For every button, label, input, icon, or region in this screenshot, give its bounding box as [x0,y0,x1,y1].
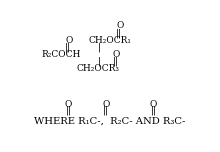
Text: |: | [97,57,100,66]
Text: CH₂OCR₁: CH₂OCR₁ [89,36,132,45]
Text: WHERE R₁C-,  R₂C- AND R₃C-: WHERE R₁C-, R₂C- AND R₃C- [34,117,186,126]
Text: ||: || [116,28,122,38]
Text: O: O [116,21,124,30]
Text: O: O [113,50,120,59]
Text: ||: || [103,105,109,115]
Text: R₂COCH: R₂COCH [41,50,81,59]
Text: O: O [65,36,72,45]
Text: ||: || [65,43,71,52]
Text: ||: || [113,57,119,66]
Text: O: O [102,100,110,109]
Text: O: O [150,100,157,109]
Text: ||: || [151,105,157,115]
Text: O: O [65,100,72,109]
Text: CH₂OCR₃: CH₂OCR₃ [77,64,120,73]
Text: ||: || [65,105,72,115]
Text: |: | [97,43,100,52]
